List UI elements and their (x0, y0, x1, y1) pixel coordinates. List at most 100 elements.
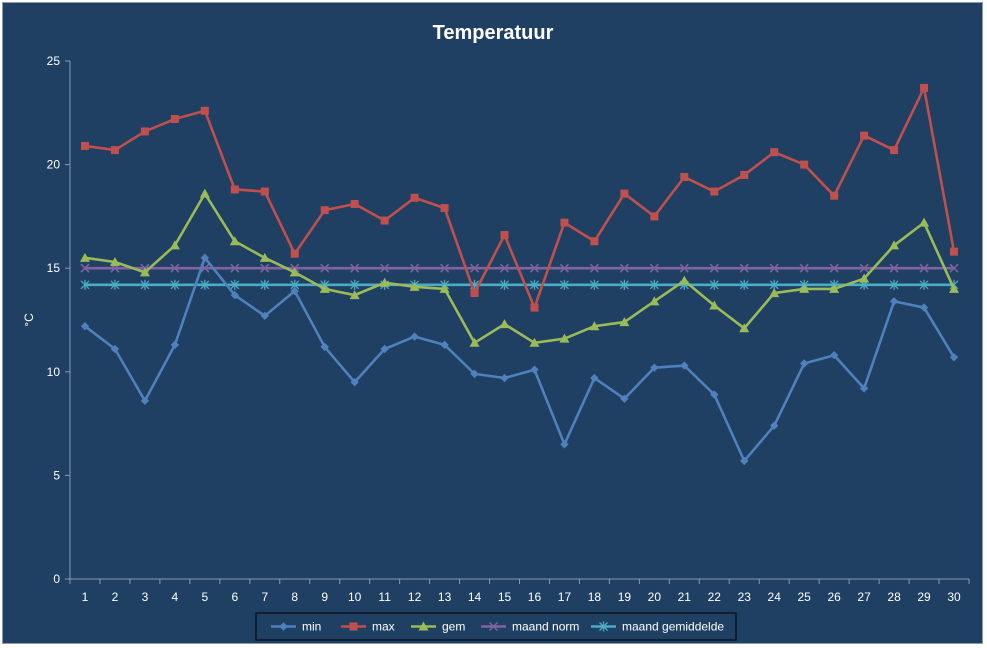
y-tick-label: 20 (47, 158, 61, 172)
data-point-min (770, 421, 779, 430)
data-point-gem (799, 283, 810, 293)
data-point-maand-norm (709, 263, 719, 273)
data-point-min (799, 359, 809, 368)
data-point-maand-norm (859, 263, 869, 273)
data-point-gem (679, 275, 690, 285)
data-point-maand-gemiddelde (260, 279, 270, 290)
data-point-min (230, 290, 240, 300)
data-point-maand-norm (829, 263, 839, 273)
x-tick-label: 13 (438, 590, 452, 604)
x-tick-label: 27 (857, 590, 871, 604)
x-tick-label: 22 (708, 590, 722, 604)
y-tick-label: 10 (47, 365, 61, 379)
data-point-maand-gemiddelde (500, 279, 509, 290)
data-point-max (650, 212, 659, 221)
data-point-maand-gemiddelde (649, 279, 659, 290)
data-point-max (920, 83, 929, 92)
data-point-maand-gemiddelde (350, 279, 360, 290)
x-tick-label: 4 (172, 590, 179, 604)
data-point-maand-norm (769, 263, 779, 273)
data-point-gem (859, 273, 870, 283)
legend-marker-max (349, 622, 358, 631)
data-point-maand-gemiddelde (559, 279, 569, 290)
data-point-maand-norm (889, 263, 899, 273)
data-point-max (560, 218, 569, 227)
data-point-max (290, 249, 299, 258)
data-point-maand-norm (380, 263, 390, 273)
data-point-maand-gemiddelde (530, 279, 539, 290)
data-point-max (740, 170, 749, 179)
data-point-gem (319, 283, 330, 293)
legend-label-maand-norm: maand norm (512, 620, 579, 634)
x-tick-label: 21 (678, 590, 692, 604)
data-point-gem (889, 240, 900, 250)
data-point-maand-norm (589, 263, 599, 273)
legend-item-maand-norm: maand norm (481, 620, 579, 634)
x-tick-label: 20 (648, 590, 662, 604)
data-point-max (380, 216, 389, 225)
data-point-maand-norm (230, 263, 240, 273)
x-tick-label: 6 (231, 590, 238, 604)
data-point-max (860, 131, 869, 140)
x-tick-label: 24 (768, 590, 782, 604)
x-tick-label: 23 (738, 590, 752, 604)
y-tick-label: 0 (53, 572, 60, 586)
data-point-maand-norm (320, 263, 330, 273)
data-point-gem (769, 288, 780, 298)
data-point-min (710, 390, 719, 399)
legend-item-maand-gemiddelde: maand gemiddelde (591, 620, 724, 634)
data-point-maand-norm (260, 263, 270, 273)
data-point-max (770, 148, 779, 157)
x-tick-label: 19 (618, 590, 632, 604)
data-point-maand-norm (949, 263, 959, 273)
data-point-gem (949, 283, 960, 293)
x-tick-label: 10 (348, 590, 362, 604)
data-point-max (680, 173, 689, 182)
data-point-max (470, 289, 479, 298)
y-tick-label: 25 (47, 54, 61, 68)
legend-label-maand-gemiddelde: maand gemiddelde (622, 620, 724, 634)
data-point-gem (349, 290, 360, 300)
data-point-gem (829, 283, 840, 293)
data-point-min (440, 340, 449, 350)
series-max (80, 83, 959, 312)
data-point-max (200, 106, 209, 115)
data-point-gem (109, 256, 120, 266)
legend-label-gem: gem (442, 620, 465, 634)
data-point-gem (139, 267, 150, 277)
data-point-maand-norm (470, 263, 480, 273)
data-point-maand-norm (80, 263, 90, 273)
data-point-maand-norm (799, 263, 809, 273)
data-point-max (440, 204, 449, 213)
data-point-maand-gemiddelde (889, 279, 899, 290)
data-point-min (560, 440, 569, 449)
x-tick-label: 17 (558, 590, 572, 604)
data-point-min (829, 351, 839, 360)
data-point-maand-norm (919, 263, 929, 273)
data-point-max (530, 303, 539, 312)
series-gem (79, 188, 960, 347)
data-point-min (620, 394, 629, 403)
data-point-min (200, 253, 210, 263)
x-tick-label: 28 (887, 590, 901, 604)
data-point-min (470, 369, 479, 379)
data-point-maand-gemiddelde (919, 279, 929, 290)
data-point-gem (229, 236, 240, 246)
data-point-gem (919, 217, 930, 227)
data-point-gem (529, 337, 540, 347)
data-point-gem (709, 300, 720, 310)
data-point-maand-norm (649, 263, 659, 273)
data-point-maand-norm (350, 263, 360, 273)
data-point-max (590, 237, 599, 246)
chart-title: Temperatuur (433, 22, 554, 44)
data-point-maand-gemiddelde (170, 279, 180, 290)
data-point-max (110, 146, 119, 155)
data-point-gem (79, 252, 90, 262)
data-point-max (80, 141, 89, 150)
data-point-maand-norm (499, 263, 510, 273)
data-point-maand-norm (410, 263, 420, 273)
data-point-maand-norm (739, 263, 749, 273)
data-point-min (859, 384, 869, 393)
